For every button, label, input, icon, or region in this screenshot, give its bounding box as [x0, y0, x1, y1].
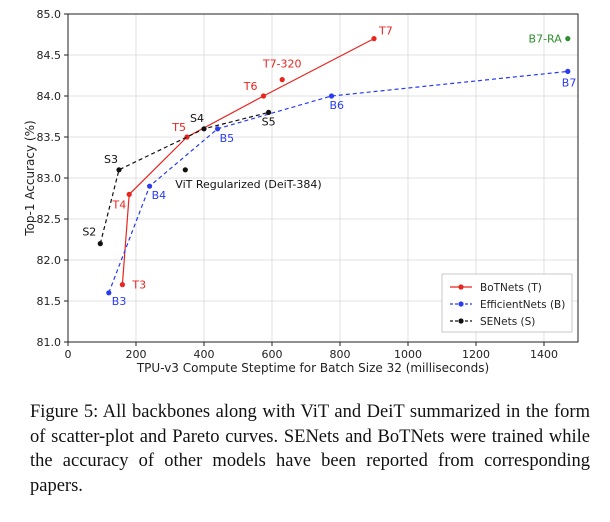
annotation-point-vit-regularized-deit-384 — [182, 167, 188, 173]
data-point-b4 — [147, 183, 153, 189]
x-tick-label: 1400 — [530, 348, 558, 361]
legend-marker-senets-s — [458, 318, 464, 324]
figure-caption: Figure 5: All backbones along with ViT a… — [30, 402, 590, 496]
legend-marker-efficientnets-b — [458, 301, 464, 307]
annotation-label-b7-ra: B7-RA — [529, 33, 563, 46]
data-point-t6 — [260, 93, 267, 99]
legend-label-senets-s: SENets (S) — [480, 316, 535, 328]
x-tick-label: 400 — [194, 348, 215, 361]
data-point-b3 — [106, 290, 112, 296]
y-tick-label: 82.5 — [37, 213, 62, 226]
data-point-t4 — [126, 191, 132, 197]
data-point-s2 — [97, 241, 103, 247]
y-axis-title: Top-1 Accuracy (%) — [23, 120, 37, 236]
data-point-t3 — [119, 282, 125, 288]
y-tick-label: 82.0 — [37, 254, 62, 267]
legend: BoTNets (T) EfficientNets (B) SENets (S) — [441, 273, 573, 333]
data-label-t3: T3 — [131, 279, 146, 292]
figure: 81.0 81.5 82.0 82.5 83.0 83.5 84.0 84.5 85.0 0 200… — [23, 8, 579, 375]
x-tick-label: 1200 — [462, 348, 490, 361]
y-tick-label: 81.5 — [37, 295, 62, 308]
data-label-t7-320: T7-320 — [262, 58, 302, 71]
x-axis-title: TPU-v3 Compute Steptime for Batch Size 3… — [136, 361, 489, 375]
data-point-s4 — [201, 126, 207, 132]
x-tick-label: 800 — [330, 348, 351, 361]
data-label-s3: S3 — [104, 153, 118, 166]
x-tick-label: 600 — [262, 348, 283, 361]
data-label-b4: B4 — [152, 189, 167, 202]
data-label-t4: T4 — [111, 198, 126, 211]
data-label-b3: B3 — [112, 295, 127, 308]
data-point-t5 — [184, 134, 190, 140]
data-label-t5: T5 — [171, 121, 186, 134]
data-label-b6: B6 — [330, 99, 345, 112]
data-point-b7 — [565, 68, 571, 74]
x-tick-label: 200 — [126, 348, 147, 361]
data-point-b6 — [328, 93, 335, 99]
series-line-senets-s — [99, 111, 269, 244]
y-tick-label: 84.5 — [37, 49, 62, 62]
y-tick-label: 85.0 — [37, 8, 62, 21]
data-label-b7: B7 — [562, 76, 577, 89]
legend-marker-botnets-t — [458, 284, 464, 290]
annotation-point-b7-ra — [565, 36, 571, 42]
x-tick-label: 1000 — [394, 348, 422, 361]
data-point-s3 — [116, 167, 122, 173]
data-point-t7 — [371, 36, 377, 42]
data-label-t6: T6 — [243, 80, 258, 93]
legend-label-botnets-t: BoTNets (T) — [480, 282, 542, 294]
data-label-s4: S4 — [190, 112, 204, 125]
data-point-b5 — [215, 126, 221, 132]
x-tick-label: 0 — [65, 348, 72, 361]
y-tick-label: 83.0 — [37, 172, 62, 185]
data-point-t7-320 — [279, 77, 285, 83]
legend-label-efficientnets-b: EfficientNets (B) — [480, 299, 565, 311]
data-label-t7: T7 — [378, 25, 393, 38]
legend-box — [441, 273, 573, 333]
annotation-label-vit-regularized-deit-384: ViT Regularized (DeiT-384) — [175, 178, 321, 191]
scatter-chart: 81.0 81.5 82.0 82.5 83.0 83.5 84.0 84.5 85.0 0 200… — [23, 8, 579, 375]
y-tick-label: 81.0 — [37, 336, 62, 349]
y-tick-label: 83.5 — [37, 131, 62, 144]
data-point-s5 — [266, 109, 272, 115]
data-label-s5: S5 — [262, 115, 276, 128]
data-label-s2: S2 — [82, 226, 96, 239]
y-tick-label: 84.0 — [37, 90, 62, 103]
data-label-b5: B5 — [220, 132, 235, 145]
